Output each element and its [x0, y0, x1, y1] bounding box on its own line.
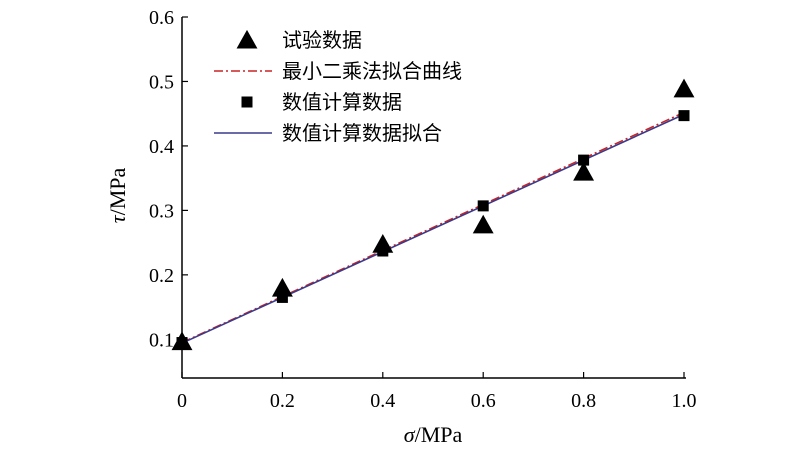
series-line-3 — [181, 113, 685, 344]
triangle-marker — [573, 161, 595, 181]
x-tick-label: 0.4 — [370, 390, 395, 412]
triangle-marker — [372, 234, 394, 253]
square-marker — [276, 291, 288, 303]
series-3 — [181, 113, 685, 344]
legend-item: 最小二乘法拟合曲线 — [214, 59, 462, 83]
x-tick-label: 0.8 — [571, 390, 596, 412]
series-0 — [171, 78, 695, 351]
tick-labels: 0 0.2 0.4 0.6 0.8 1.0 0.1 0.2 0.3 0.4 0.5 0.6 — [149, 7, 697, 412]
square-marker — [578, 154, 590, 166]
legend-label: 数值计算数据拟合 — [282, 121, 442, 145]
legend-label: 最小二乘法拟合曲线 — [282, 59, 462, 83]
x-axis-symbol: σ — [404, 422, 416, 447]
y-tick-label: 0.3 — [149, 200, 174, 222]
square-marker — [477, 200, 489, 212]
y-axis-unit: /MPa — [105, 167, 130, 215]
series-layer — [171, 78, 695, 351]
triangle-marker — [673, 78, 695, 98]
legend-item: 试验数据 — [236, 28, 362, 52]
square-marker — [678, 110, 690, 122]
triangle-marker — [171, 331, 193, 351]
x-tick-label: 0.2 — [270, 390, 295, 412]
y-axis-symbol: τ — [105, 214, 130, 223]
y-tick-label: 0.4 — [149, 136, 174, 158]
x-tick-label: 0.6 — [471, 390, 496, 412]
x-tick-label: 1.0 — [672, 390, 697, 412]
legend-triangle-swatch — [236, 29, 258, 49]
x-tick-label: 0 — [177, 390, 187, 412]
y-tick-label: 0.1 — [149, 329, 174, 351]
legend-label: 数值计算数据 — [282, 90, 402, 114]
x-axis-unit: /MPa — [415, 422, 463, 447]
y-tick-label: 0.2 — [149, 265, 174, 287]
triangle-marker — [271, 277, 293, 297]
y-tick-label: 0.5 — [149, 71, 174, 93]
x-axis-title: σ/MPa — [404, 422, 463, 447]
legend-square-swatch — [241, 96, 253, 108]
legend-item: 数值计算数据拟合 — [214, 121, 442, 145]
axes — [181, 16, 686, 379]
y-axis-title: τ/MPa — [105, 167, 130, 223]
legend-item: 数值计算数据 — [241, 90, 402, 114]
triangle-marker — [472, 214, 494, 234]
y-tick-label: 0.6 — [149, 7, 174, 29]
legend-label: 试验数据 — [282, 28, 362, 52]
